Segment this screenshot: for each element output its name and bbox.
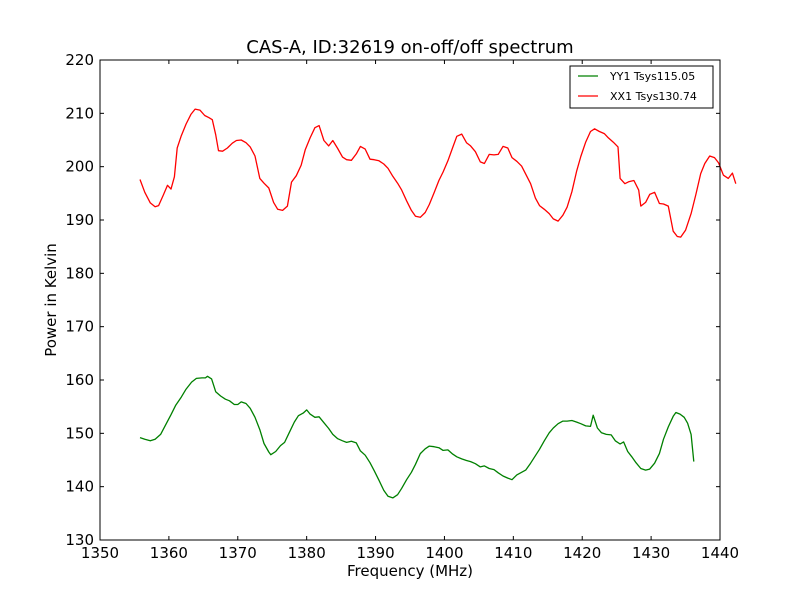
y-tick-label: 210: [65, 104, 94, 122]
legend-label-yy1: YY1 Tsys115.05: [609, 70, 695, 83]
y-tick-label: 150: [65, 424, 94, 442]
plot-area: [139, 108, 737, 499]
x-tick-label: 1380: [288, 544, 326, 562]
x-tick-label: 1360: [150, 544, 188, 562]
x-tick-label: 1400: [425, 544, 463, 562]
x-tick-label: 1370: [219, 544, 257, 562]
legend-box: [569, 65, 714, 109]
y-tick-label: 220: [65, 51, 94, 69]
x-axis-label: Frequency (MHz): [347, 562, 473, 580]
y-tick-label: 160: [65, 371, 94, 389]
x-tick-label: 1350: [81, 544, 119, 562]
x-tick-label: 1390: [356, 544, 394, 562]
x-tick-label: 1410: [494, 544, 532, 562]
y-tick-label: 190: [65, 211, 94, 229]
legend-label-xx1: XX1 Tsys130.74: [610, 90, 697, 103]
chart-title: CAS-A, ID:32619 on-off/off spectrum: [246, 37, 573, 58]
y-tick-label: 130: [65, 531, 94, 549]
x-tick-label: 1420: [563, 544, 601, 562]
legend: YY1 Tsys115.05 XX1 Tsys130.74: [569, 65, 714, 109]
y-tick-label: 170: [65, 318, 94, 336]
plot-frame: [99, 59, 721, 541]
y-tick-label: 140: [65, 478, 94, 496]
y-axis: 130 140 150 160 170 180 190 200 210 220: [65, 51, 720, 549]
x-axis: 1350 1360 1370 1380 1390 1400 1410 1420 1430 1440: [81, 60, 739, 562]
series-line-yy1: [139, 375, 695, 499]
y-tick-label: 200: [65, 158, 94, 176]
y-axis-label: Power in Kelvin: [42, 243, 60, 357]
y-tick-label: 180: [65, 264, 94, 282]
series-line-xx1: [139, 108, 737, 238]
x-tick-label: 1440: [701, 544, 739, 562]
x-tick-label: 1430: [632, 544, 670, 562]
